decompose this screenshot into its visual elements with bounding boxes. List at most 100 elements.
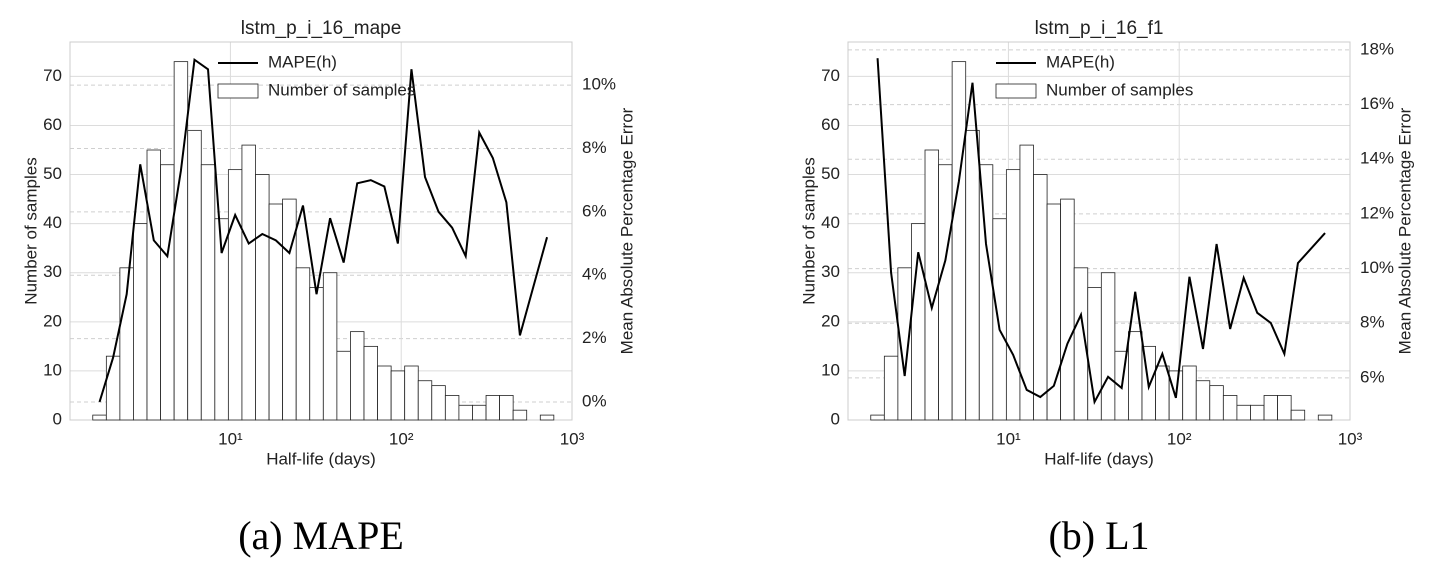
- histogram-bar: [1277, 395, 1292, 421]
- histogram-bar: [458, 404, 473, 421]
- histogram-bar: [173, 61, 189, 421]
- histogram-bar: [431, 385, 446, 421]
- histogram-bar: [1046, 203, 1062, 421]
- y2-tick-label: 10%: [1360, 258, 1394, 277]
- histogram-bar: [377, 365, 392, 421]
- histogram-bar: [512, 409, 528, 421]
- histogram-bar: [444, 395, 460, 421]
- legend-swatch: [995, 83, 1037, 99]
- histogram-bar: [227, 169, 243, 421]
- legend-label: Number of samples: [268, 80, 415, 99]
- y-tick-label: 50: [43, 164, 62, 183]
- histogram-bar: [992, 218, 1007, 421]
- histogram-bar: [404, 365, 419, 421]
- histogram-bar: [268, 203, 284, 421]
- histogram-bar: [1033, 174, 1048, 421]
- y-tick-label: 20: [43, 311, 62, 330]
- histogram-bar: [1222, 395, 1238, 421]
- histogram-bar: [870, 414, 885, 421]
- y-tick-label: 50: [821, 164, 840, 183]
- histogram-bar: [350, 331, 365, 421]
- x-tick-label: 10¹: [996, 429, 1021, 448]
- y2-tick-label: 12%: [1360, 203, 1394, 222]
- histogram-bar: [1182, 365, 1197, 421]
- histogram-bar: [282, 198, 297, 421]
- caption: (b) L1: [1048, 513, 1149, 558]
- mape-line: [876, 58, 1326, 406]
- y-tick-label: 20: [821, 311, 840, 330]
- y-tick-label: 0: [831, 409, 840, 428]
- y2-tick-label: 6%: [582, 201, 607, 220]
- histogram-bar: [1236, 404, 1251, 421]
- y-tick-label: 30: [43, 262, 62, 281]
- histogram-bar: [1100, 272, 1116, 421]
- y-tick-label: 40: [821, 213, 840, 232]
- y-tick-label: 30: [821, 262, 840, 281]
- histogram-bar: [336, 350, 351, 421]
- histogram-bar: [146, 149, 161, 421]
- histogram-bar: [539, 414, 555, 421]
- caption: (a) MAPE: [238, 513, 404, 558]
- histogram-bar: [255, 174, 270, 421]
- y-tick-label: 10: [43, 360, 62, 379]
- histogram-bar: [1155, 365, 1170, 421]
- chart-title: lstm_p_i_16_mape: [241, 18, 402, 39]
- y-tick-label: 40: [43, 213, 62, 232]
- y2-axis-label: Mean Absolute Percentage Error: [617, 107, 636, 354]
- y2-tick-label: 0%: [582, 391, 607, 410]
- x-tick-label: 10¹: [218, 429, 243, 448]
- y2-tick-label: 14%: [1360, 149, 1394, 168]
- x-axis-label: Half-life (days): [266, 449, 376, 468]
- histogram-bar: [951, 61, 967, 421]
- histogram-bar: [978, 164, 994, 421]
- histogram-bar: [390, 370, 406, 421]
- histogram-bar: [1263, 395, 1278, 421]
- chart-title: lstm_p_i_16_f1: [1035, 18, 1164, 39]
- histogram-bar: [200, 164, 216, 421]
- legend-label: Number of samples: [1046, 80, 1193, 99]
- mape-line: [98, 57, 549, 403]
- legend-swatch: [217, 83, 259, 99]
- histogram-bar: [160, 164, 175, 421]
- histogram-bar: [309, 287, 324, 421]
- histogram-bar: [883, 355, 899, 421]
- x-tick-label: 10²: [1167, 429, 1192, 448]
- histogram-bar: [1060, 198, 1075, 421]
- histogram-bar: [1128, 331, 1143, 421]
- y2-tick-label: 4%: [582, 265, 607, 284]
- y-axis-label: Number of samples: [799, 157, 818, 304]
- histogram-bar: [472, 404, 487, 421]
- y2-tick-label: 10%: [582, 75, 616, 94]
- y2-tick-label: 2%: [582, 328, 607, 347]
- y-tick-label: 70: [43, 66, 62, 85]
- histogram-bar: [92, 414, 107, 421]
- y-tick-label: 60: [43, 115, 62, 134]
- legend-label: MAPE(h): [1046, 52, 1115, 71]
- x-tick-label: 10³: [560, 429, 585, 448]
- x-axis-label: Half-life (days): [1044, 449, 1154, 468]
- y2-tick-label: 16%: [1360, 94, 1394, 113]
- histogram-bar: [417, 380, 433, 421]
- y-tick-label: 0: [53, 409, 62, 428]
- y2-tick-label: 8%: [582, 138, 607, 157]
- y-tick-label: 10: [821, 360, 840, 379]
- histogram-bar: [363, 345, 378, 421]
- histogram-bar: [1290, 409, 1306, 421]
- y-tick-label: 70: [821, 66, 840, 85]
- y2-tick-label: 18%: [1360, 39, 1394, 58]
- histogram-bar: [1317, 414, 1333, 421]
- histogram-bar: [1209, 385, 1224, 421]
- histogram-bar: [1005, 169, 1021, 421]
- y-axis-label: Number of samples: [21, 157, 40, 304]
- histogram-bar: [241, 144, 256, 421]
- y2-tick-label: 6%: [1360, 367, 1385, 386]
- histogram-bar: [485, 395, 500, 421]
- histogram-bar: [322, 272, 338, 421]
- legend-label: MAPE(h): [268, 52, 337, 71]
- histogram-bar: [133, 223, 148, 421]
- x-tick-label: 10²: [389, 429, 414, 448]
- histogram-bar: [1195, 380, 1211, 421]
- histogram-bar: [965, 129, 980, 421]
- histogram-bar: [499, 395, 514, 421]
